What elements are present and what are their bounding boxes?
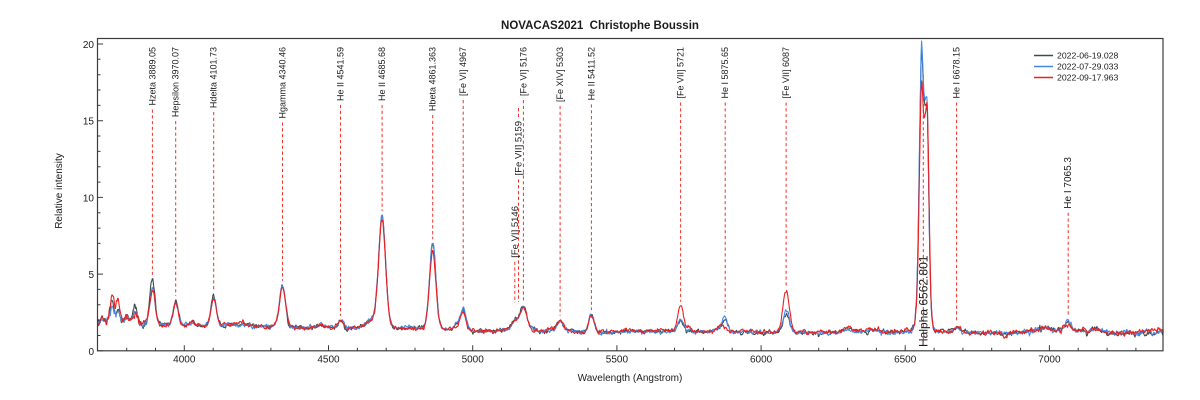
svg-text:10: 10 — [83, 193, 95, 204]
svg-text:[Fe XIV] 5303: [Fe XIV] 5303 — [555, 47, 565, 102]
svg-text:Hbeta 4861.363: Hbeta 4861.363 — [428, 47, 438, 111]
svg-text:He II 4541.59: He II 4541.59 — [336, 47, 346, 101]
svg-text:[Fe VI] 5146: [Fe VI] 5146 — [510, 206, 521, 258]
svg-text:5: 5 — [88, 270, 94, 281]
svg-text:Halpha 6562.801: Halpha 6562.801 — [916, 255, 930, 347]
svg-text:20: 20 — [83, 40, 95, 51]
svg-text:Relative intensity: Relative intensity — [54, 153, 65, 229]
svg-text:[Fe VI] 4967: [Fe VI] 4967 — [458, 47, 468, 96]
svg-text:2022-06-19.028: 2022-06-19.028 — [1057, 51, 1119, 61]
svg-text:He II 4685.68: He II 4685.68 — [377, 47, 387, 101]
svg-text:He I 6678.15: He I 6678.15 — [952, 47, 962, 99]
svg-text:Hgamma 4340.46: Hgamma 4340.46 — [278, 47, 288, 119]
svg-text:Hepsilon 3970.07: Hepsilon 3970.07 — [171, 47, 181, 117]
svg-text:2022-09-17.963: 2022-09-17.963 — [1057, 73, 1119, 83]
svg-text:5500: 5500 — [606, 354, 629, 365]
svg-text:2022-07-29.033: 2022-07-29.033 — [1057, 62, 1119, 72]
svg-text:NOVACAS2021 Christophe Boussi: NOVACAS2021 Christophe Boussin — [501, 20, 699, 32]
svg-text:4500: 4500 — [317, 354, 340, 365]
svg-text:He I 7065.3: He I 7065.3 — [1063, 157, 1074, 209]
svg-text:4000: 4000 — [173, 354, 196, 365]
svg-text:He I 5875.65: He I 5875.65 — [720, 47, 730, 99]
svg-text:Hzeta 3889.05: Hzeta 3889.05 — [147, 47, 157, 106]
svg-text:15: 15 — [83, 117, 95, 128]
svg-text:[Fe VII] 5721: [Fe VII] 5721 — [676, 47, 686, 99]
svg-text:He II 5411.52: He II 5411.52 — [586, 47, 596, 100]
svg-text:[Fe VI] 5176: [Fe VI] 5176 — [518, 47, 528, 96]
svg-text:0: 0 — [88, 347, 94, 358]
svg-text:6500: 6500 — [894, 354, 917, 365]
svg-text:[Fe VII] 6087: [Fe VII] 6087 — [781, 47, 791, 99]
svg-text:6000: 6000 — [750, 354, 773, 365]
svg-text:[Fe VII] 5159: [Fe VII] 5159 — [514, 121, 525, 175]
svg-text:5000: 5000 — [462, 354, 485, 365]
svg-text:Wavelength (Angstrom): Wavelength (Angstrom) — [578, 373, 683, 384]
svg-text:7000: 7000 — [1038, 354, 1061, 365]
svg-text:Hdelta 4101.73: Hdelta 4101.73 — [209, 47, 219, 108]
